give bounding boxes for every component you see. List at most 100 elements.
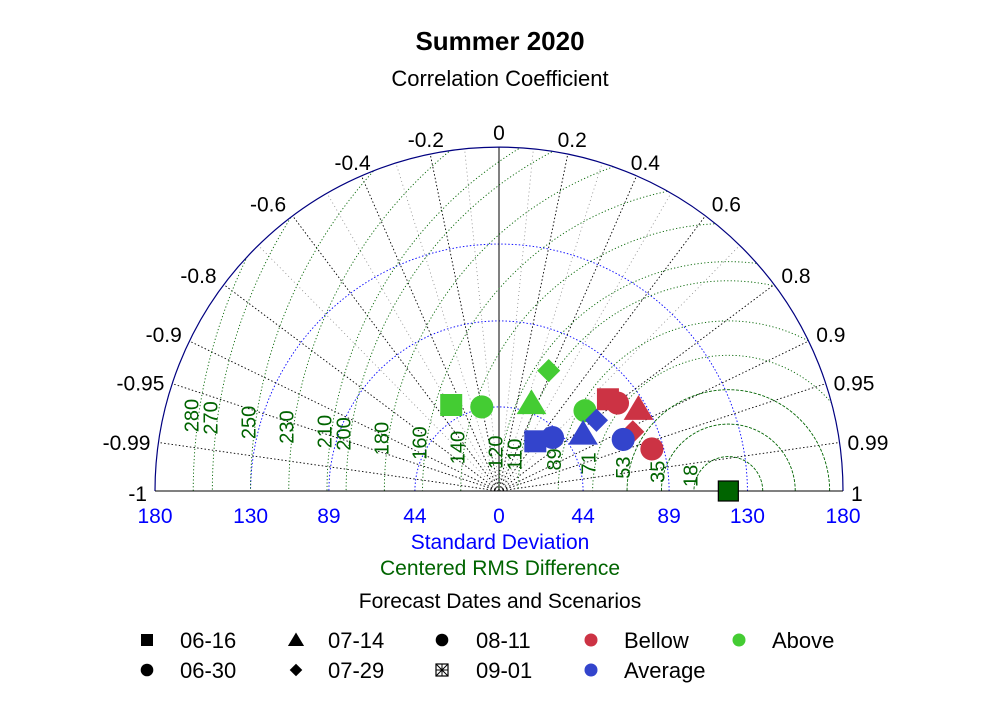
point-bellow-06-30 xyxy=(605,391,630,415)
rms-contour-280 xyxy=(192,256,248,492)
legend-label-bellow: Bellow xyxy=(624,628,689,653)
sd-tick-label: 44 xyxy=(403,505,427,528)
sd-tick-label: 130 xyxy=(233,505,268,528)
corr-tick-label: 0.6 xyxy=(712,194,741,217)
legend-label-09-01: 09-01 xyxy=(476,658,533,683)
sd-tick-label: 89 xyxy=(657,505,680,528)
corr-line-0.8 xyxy=(498,284,775,492)
corr-minor-line xyxy=(498,148,534,492)
legend-label-average: Average xyxy=(624,658,706,683)
reference-point xyxy=(717,480,739,502)
corr-tick-label: 1 xyxy=(851,483,863,506)
rms-label: 280 xyxy=(182,399,204,432)
corr-tick-label: -0.8 xyxy=(180,265,216,288)
rms-contour-53 xyxy=(626,389,831,492)
rms-contour-180 xyxy=(383,166,614,492)
rms-label: 53 xyxy=(613,456,635,478)
corr-tick-label: 0.2 xyxy=(558,129,587,152)
rms-contour-120 xyxy=(498,261,757,492)
rms-label: 71 xyxy=(579,452,601,474)
legend-marker-bellow xyxy=(584,633,598,647)
corr-tick-label: 0.9 xyxy=(816,324,845,347)
legend-marker-06-30 xyxy=(140,663,154,677)
corr-tick-label: 0.95 xyxy=(834,372,875,395)
corr-tick-label: 0.8 xyxy=(781,265,810,288)
sd-tick-label: 0 xyxy=(493,505,505,528)
corr-tick-label: -0.95 xyxy=(117,372,165,395)
legend-label-07-29: 07-29 xyxy=(328,658,385,683)
chart-subtitle: Correlation Coefficient xyxy=(391,66,609,91)
legend-marker-08-11 xyxy=(435,633,449,647)
legend-marker-09-01 xyxy=(435,663,449,677)
rms-label: 18 xyxy=(680,465,702,487)
chart-title: Summer 2020 xyxy=(415,26,585,56)
point-above-07-29 xyxy=(537,359,561,383)
point-above-06-16 xyxy=(440,394,463,416)
corr-minor-line xyxy=(464,148,500,492)
point-above-06-30 xyxy=(470,395,494,419)
legend-label-07-14: 07-14 xyxy=(328,628,385,653)
rms-contour-71 xyxy=(592,354,832,492)
corr-tick-label: -0.9 xyxy=(146,324,182,347)
corr-minor-line xyxy=(498,162,603,492)
rms-contour-200 xyxy=(345,151,553,492)
outer-arc xyxy=(154,146,844,492)
rms-label: 160 xyxy=(409,426,431,459)
point-average-06-30 xyxy=(540,425,565,450)
point-bellow-07-14 xyxy=(623,395,654,420)
rms-label: 270 xyxy=(201,401,223,434)
point-average-06-16 xyxy=(524,430,547,453)
legend-marker-06-16 xyxy=(141,634,153,646)
rms-contour-250 xyxy=(250,171,374,492)
rms-label: 210 xyxy=(314,415,336,448)
x-axis-label: Standard Deviation xyxy=(410,531,590,554)
sd-tick-label: 44 xyxy=(571,505,595,528)
sd-circle-44 xyxy=(414,406,584,492)
rms-contour-35 xyxy=(660,423,796,492)
rms-label: 140 xyxy=(447,431,469,464)
corr-tick-label: -0.4 xyxy=(335,152,372,175)
legend-label-06-30: 06-30 xyxy=(180,658,237,683)
data-points xyxy=(440,359,739,502)
sd-tick-label: 130 xyxy=(730,505,765,528)
sd-tick-label: 180 xyxy=(825,505,860,528)
legend-label-06-16: 06-16 xyxy=(180,628,237,653)
corr-tick-label: 0 xyxy=(493,122,505,145)
point-average-07-29 xyxy=(584,408,609,432)
corr-minor-line xyxy=(498,192,672,492)
rms-contour-89 xyxy=(557,320,809,492)
legend-title: Forecast Dates and Scenarios xyxy=(358,590,642,613)
rms-label: 120 xyxy=(485,436,507,469)
point-average-07-14 xyxy=(568,419,598,445)
sd-tick-label: 180 xyxy=(137,505,172,528)
rms-contour-210 xyxy=(326,148,519,492)
legend-marker-above xyxy=(732,633,746,647)
point-bellow-08-11 xyxy=(640,437,664,461)
corr-tick-label: 0.4 xyxy=(631,152,661,175)
rms-label: 89 xyxy=(544,448,566,470)
legend-marker-07-29 xyxy=(289,663,303,677)
corr-tick-label: -0.99 xyxy=(103,432,151,455)
corr-minor-line xyxy=(326,192,500,492)
rms-contour-270 xyxy=(211,217,292,492)
corr-tick-label: -0.6 xyxy=(250,194,286,217)
corr-minor-line xyxy=(498,245,741,492)
legend-label-above: Above xyxy=(772,628,835,653)
tick-labels: -0.2 -0.4 -0.6 -0.8 -0.9 -0.95 -0.99 -1 0 0.2 0.4 0… xyxy=(103,122,889,528)
legend-label-08-11: 08-11 xyxy=(476,628,531,653)
rms-label: 110 xyxy=(504,439,526,471)
rms-label: 250 xyxy=(239,406,261,439)
rms-contours xyxy=(192,148,832,492)
corr-tick-label: 0.99 xyxy=(848,432,889,455)
legend-marker-average xyxy=(584,663,598,677)
rms-label: 230 xyxy=(277,410,299,443)
point-above-07-14 xyxy=(516,389,547,415)
rms-axis-label: Centered RMS Difference xyxy=(379,557,621,580)
grid-lines xyxy=(158,147,840,492)
rms-contour-18 xyxy=(693,456,764,491)
legend-marker-07-14 xyxy=(287,632,305,646)
corr-minor-line xyxy=(395,162,500,492)
point-average-08-11 xyxy=(611,427,635,451)
rms-label: 200 xyxy=(333,417,355,450)
